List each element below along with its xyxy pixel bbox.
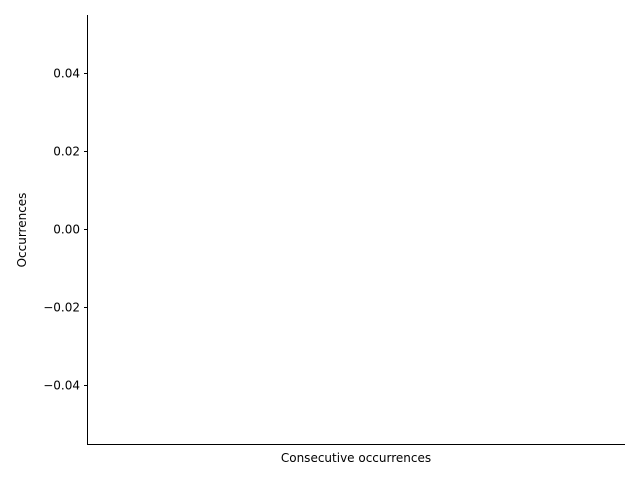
y-tick-label: 0.02 [53,145,80,159]
y-tick-label: 0.04 [53,67,80,81]
y-axis-label: Occurrences [15,193,29,268]
y-tick-label: 0.00 [53,223,80,237]
plot-area [87,15,625,445]
y-ticks: 0.04 0.02 0.00 −0.02 −0.04 [43,67,88,393]
x-axis-label: Consecutive occurrences [281,451,431,465]
y-tick-label: −0.04 [43,379,80,393]
y-tick-label: −0.02 [43,301,80,315]
